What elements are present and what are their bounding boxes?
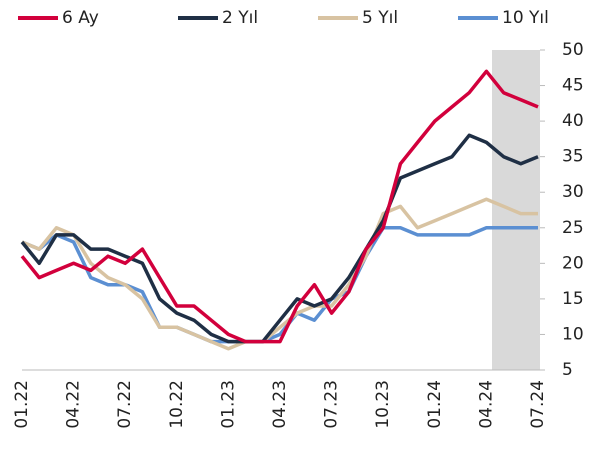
- legend-label: 10 Yıl: [502, 8, 549, 28]
- x-tick-label: 10.22: [167, 380, 187, 429]
- series-line: [21, 226, 538, 344]
- legend-label: 6 Ay: [62, 8, 99, 28]
- y-tick-label: 45: [562, 76, 584, 96]
- x-tick-label: 04.22: [64, 380, 84, 429]
- series-line: [21, 197, 538, 351]
- legend-label: 2 Yıl: [222, 8, 258, 28]
- x-tick-label: 07.22: [115, 380, 135, 429]
- x-tick-label: 04.24: [476, 380, 496, 429]
- y-tick-label: 10: [562, 324, 584, 344]
- y-tick-label: 20: [562, 253, 584, 273]
- x-tick-label: 07.23: [322, 380, 342, 429]
- series-line: [20, 133, 539, 344]
- y-tick-label: 30: [562, 182, 584, 202]
- x-tick-label: 04.23: [270, 380, 290, 429]
- y-tick-label: 15: [562, 289, 584, 309]
- y-tick-label: 5: [562, 360, 573, 380]
- x-tick-label: 01.22: [12, 380, 32, 429]
- y-tick-label: 40: [562, 111, 584, 131]
- y-tick-label: 35: [562, 147, 584, 167]
- x-tick-label: 07.24: [528, 380, 548, 429]
- y-tick-label: 25: [562, 218, 584, 238]
- x-tick-label: 10.23: [373, 380, 393, 429]
- legend-label: 5 Yıl: [362, 8, 398, 28]
- series-line: [20, 69, 539, 344]
- x-tick-label: 01.24: [425, 380, 445, 429]
- x-tick-label: 01.23: [218, 380, 238, 429]
- y-tick-label: 50: [562, 40, 584, 60]
